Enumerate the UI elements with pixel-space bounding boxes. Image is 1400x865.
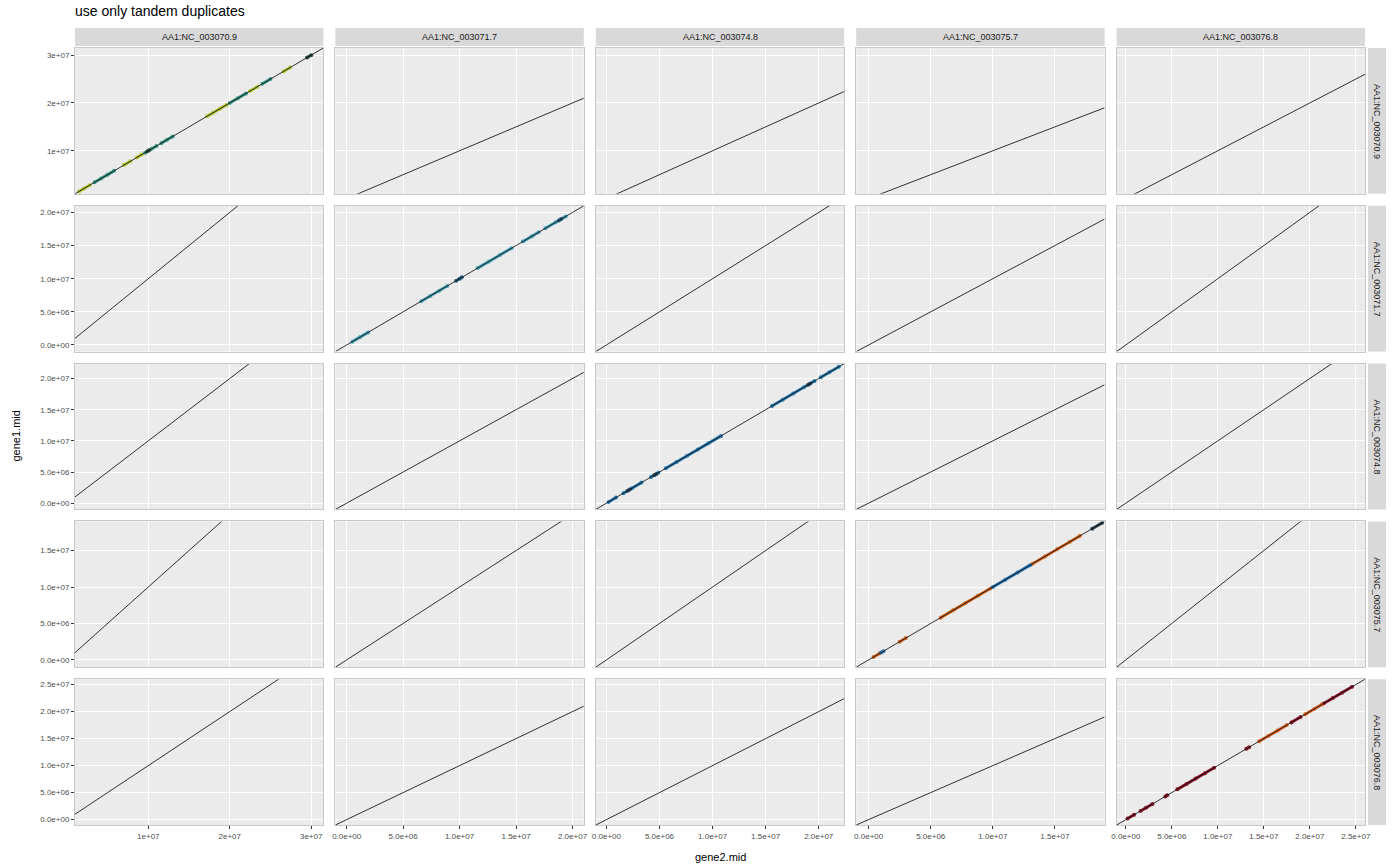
svg-text:5.0e+06: 5.0e+06 (1157, 832, 1187, 841)
svg-text:2e+07: 2e+07 (47, 99, 70, 108)
svg-text:5.0e+06: 5.0e+06 (389, 832, 419, 841)
svg-text:1.5e+07: 1.5e+07 (40, 406, 70, 415)
svg-text:2.5e+07: 2.5e+07 (40, 680, 70, 689)
svg-text:1.0e+07: 1.0e+07 (40, 437, 70, 446)
svg-text:2.0e+07: 2.0e+07 (1295, 832, 1325, 841)
svg-text:5.0e+06: 5.0e+06 (40, 619, 70, 628)
svg-text:1.0e+07: 1.0e+07 (698, 832, 728, 841)
svg-text:5.0e+06: 5.0e+06 (916, 832, 946, 841)
svg-text:5.0e+06: 5.0e+06 (40, 308, 70, 317)
svg-text:AA1:NC_003071.7: AA1:NC_003071.7 (1372, 242, 1382, 317)
svg-text:1.5e+07: 1.5e+07 (1040, 832, 1070, 841)
svg-text:5.0e+06: 5.0e+06 (40, 788, 70, 797)
svg-text:1e+07: 1e+07 (137, 832, 160, 841)
svg-text:gene1.mid: gene1.mid (10, 410, 22, 461)
svg-text:1.0e+07: 1.0e+07 (40, 275, 70, 284)
svg-text:AA1:NC_003071.7: AA1:NC_003071.7 (422, 32, 497, 42)
svg-text:AA1:NC_003076.8: AA1:NC_003076.8 (1372, 715, 1382, 790)
svg-text:2.0e+07: 2.0e+07 (40, 374, 70, 383)
svg-text:2.0e+07: 2.0e+07 (558, 832, 588, 841)
svg-text:0.0e+00: 0.0e+00 (40, 341, 70, 350)
svg-text:AA1:NC_003074.8: AA1:NC_003074.8 (683, 32, 758, 42)
svg-text:1.5e+07: 1.5e+07 (1249, 832, 1279, 841)
svg-text:gene2.mid: gene2.mid (695, 851, 746, 863)
svg-text:2.0e+07: 2.0e+07 (804, 832, 834, 841)
svg-text:1.5e+07: 1.5e+07 (40, 241, 70, 250)
svg-text:use only tandem duplicates: use only tandem duplicates (75, 3, 245, 19)
svg-text:2e+07: 2e+07 (219, 832, 242, 841)
svg-text:0.0e+00: 0.0e+00 (40, 815, 70, 824)
svg-text:0.0e+00: 0.0e+00 (592, 832, 622, 841)
svg-text:0.0e+00: 0.0e+00 (40, 656, 70, 665)
svg-text:1e+07: 1e+07 (47, 147, 70, 156)
svg-text:2.0e+07: 2.0e+07 (40, 208, 70, 217)
svg-text:5.0e+06: 5.0e+06 (40, 468, 70, 477)
svg-text:1.5e+07: 1.5e+07 (751, 832, 781, 841)
svg-text:3e+07: 3e+07 (47, 51, 70, 60)
svg-text:AA1:NC_003075.7: AA1:NC_003075.7 (943, 32, 1018, 42)
svg-text:1.5e+07: 1.5e+07 (40, 734, 70, 743)
svg-text:2.5e+07: 2.5e+07 (1341, 832, 1371, 841)
svg-text:2.0e+07: 2.0e+07 (40, 707, 70, 716)
svg-text:1.0e+07: 1.0e+07 (1203, 832, 1233, 841)
svg-text:AA1:NC_003074.8: AA1:NC_003074.8 (1372, 400, 1382, 475)
svg-text:0.0e+00: 0.0e+00 (332, 832, 362, 841)
svg-text:0.0e+00: 0.0e+00 (1111, 832, 1141, 841)
svg-text:1.5e+07: 1.5e+07 (40, 546, 70, 555)
svg-text:AA1:NC_003076.8: AA1:NC_003076.8 (1203, 32, 1278, 42)
svg-text:0.0e+00: 0.0e+00 (40, 499, 70, 508)
svg-text:1.0e+07: 1.0e+07 (40, 761, 70, 770)
svg-text:1.0e+07: 1.0e+07 (40, 583, 70, 592)
svg-text:5.0e+06: 5.0e+06 (645, 832, 675, 841)
svg-text:1.5e+07: 1.5e+07 (501, 832, 531, 841)
svg-text:AA1:NC_003075.7: AA1:NC_003075.7 (1372, 557, 1382, 632)
svg-text:AA1:NC_003070.9: AA1:NC_003070.9 (162, 32, 237, 42)
svg-text:3e+07: 3e+07 (300, 832, 323, 841)
svg-text:1.0e+07: 1.0e+07 (445, 832, 475, 841)
svg-text:AA1:NC_003070.9: AA1:NC_003070.9 (1372, 84, 1382, 159)
svg-text:1.0e+07: 1.0e+07 (978, 832, 1008, 841)
svg-text:0.0e+00: 0.0e+00 (854, 832, 884, 841)
